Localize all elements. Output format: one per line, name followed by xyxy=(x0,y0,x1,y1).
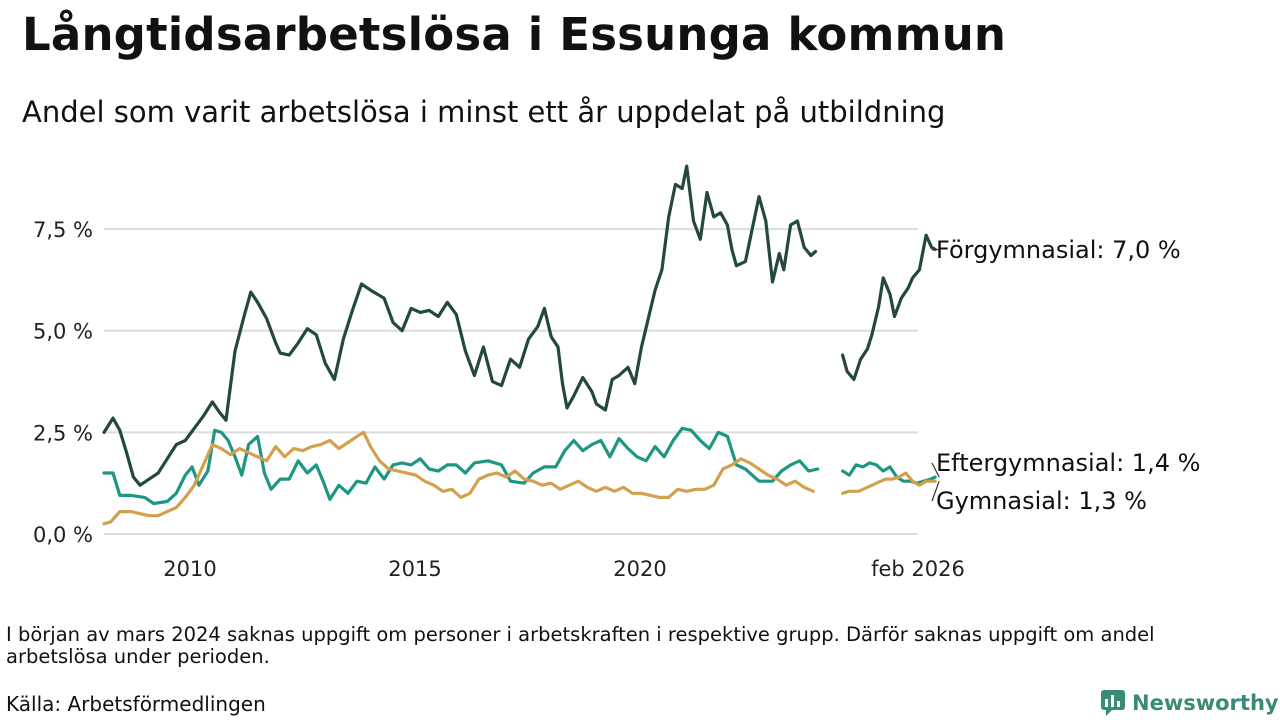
series-line-gymnasial-recent xyxy=(841,471,937,495)
leader-line xyxy=(931,462,940,478)
series-line-f-rgymnasial-recent xyxy=(841,233,937,382)
y-tick-label: 2,5 % xyxy=(33,421,93,445)
series-end-label: Eftergymnasial: 1,4 % xyxy=(936,449,1200,477)
series-line-eftergymnasial xyxy=(102,426,820,506)
series-end-label: Gymnasial: 1,3 % xyxy=(936,487,1147,515)
newsworthy-logo[interactable]: Newsworthy xyxy=(1100,688,1279,718)
x-tick-label: 2015 xyxy=(388,557,441,581)
series-line-f-rgymnasial xyxy=(102,164,818,487)
newsworthy-icon xyxy=(1101,690,1125,716)
y-tick-label: 0,0 % xyxy=(33,523,93,547)
source-credit: Källa: Arbetsförmedlingen xyxy=(6,692,266,716)
series-line-eftergymnasial-recent xyxy=(841,461,937,485)
x-tick-label: 2020 xyxy=(613,557,666,581)
x-tick-label: feb 2026 xyxy=(871,557,965,581)
leader-line xyxy=(931,480,940,502)
brand-name: Newsworthy xyxy=(1132,691,1279,715)
y-tick-label: 5,0 % xyxy=(33,320,93,344)
x-tick-label: 2010 xyxy=(163,557,216,581)
chart-title: Långtidsarbetslösa i Essunga kommun xyxy=(22,8,1007,61)
chart-subtitle: Andel som varit arbetslösa i minst ett å… xyxy=(22,95,946,129)
series-line-gymnasial xyxy=(102,430,815,526)
line-chart: 0,0 % 2,5 % 5,0 % 7,5 % 2010 2015 2020 feb 2026… xyxy=(33,164,1200,581)
footnote: I början av mars 2024 saknas uppgift om … xyxy=(6,623,1155,668)
series-end-label: Förgymnasial: 7,0 % xyxy=(936,236,1181,264)
y-tick-label: 7,5 % xyxy=(33,218,93,242)
leader-line xyxy=(931,248,940,251)
